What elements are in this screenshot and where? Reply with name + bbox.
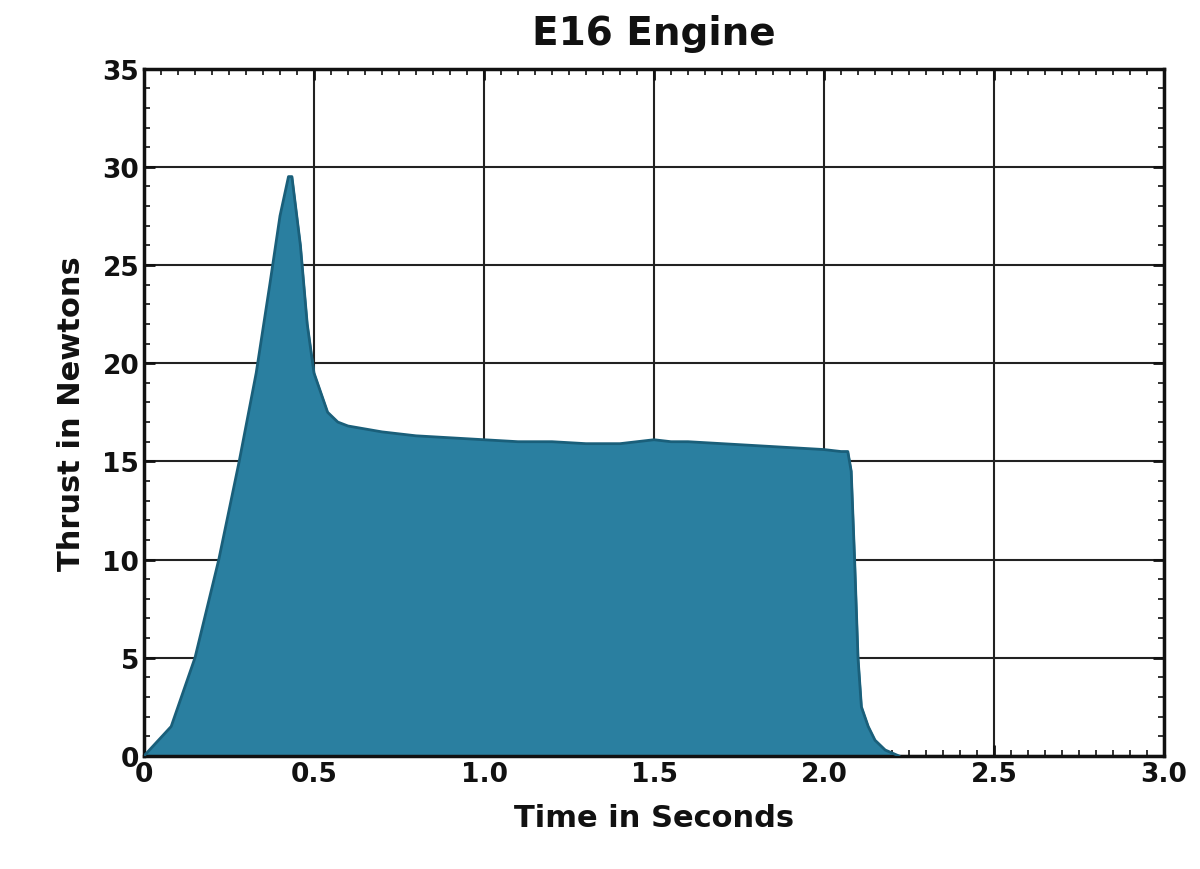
- Title: E16 Engine: E16 Engine: [532, 15, 776, 52]
- X-axis label: Time in Seconds: Time in Seconds: [514, 804, 794, 833]
- Y-axis label: Thrust in Newtons: Thrust in Newtons: [56, 255, 85, 570]
